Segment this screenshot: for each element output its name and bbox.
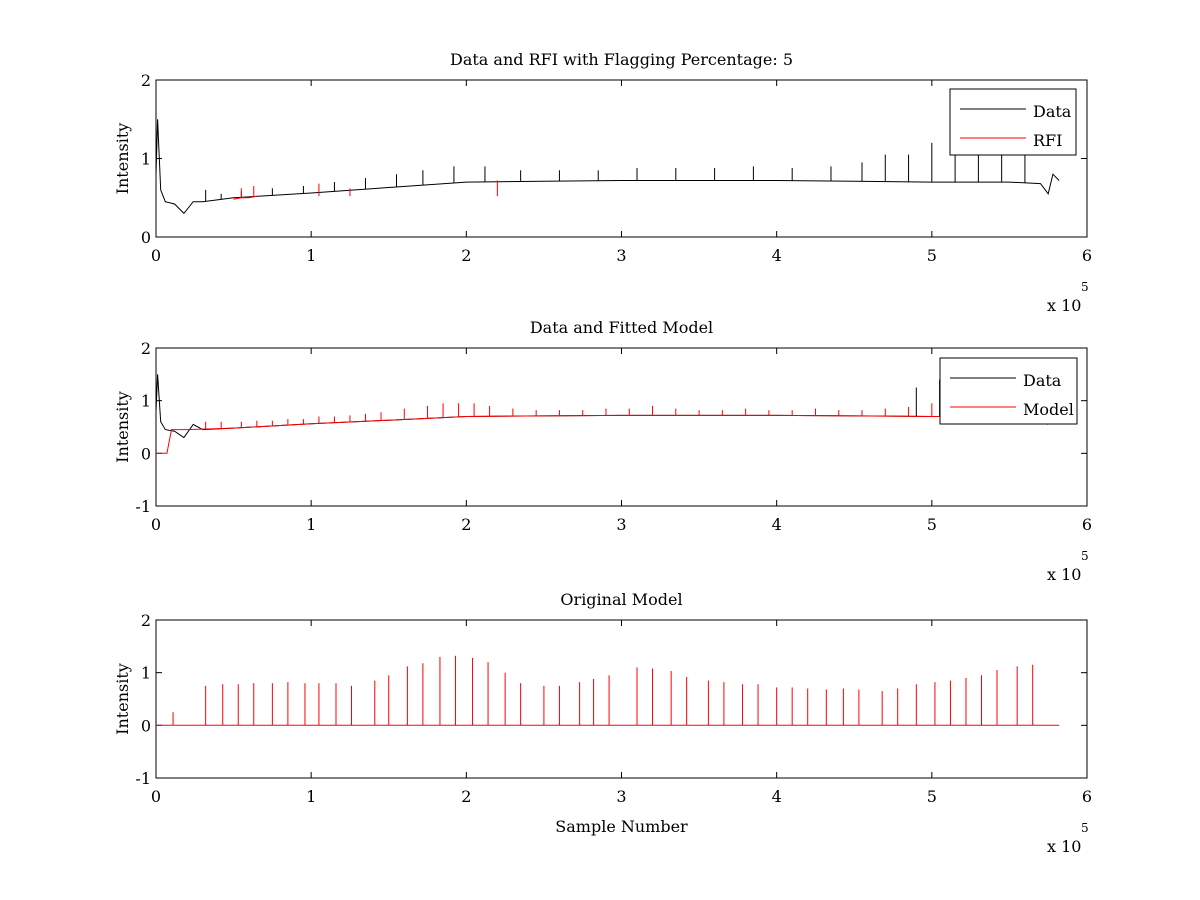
x-tick-label: 6 <box>1082 787 1092 806</box>
series-line <box>156 414 1025 454</box>
y-axis-label: Intensity <box>113 123 132 195</box>
legend-box <box>939 357 1078 425</box>
legend-entry: Model <box>1023 400 1074 419</box>
y-tick-label: 1 <box>141 392 151 411</box>
series-line <box>233 195 258 200</box>
x-axis-label: Sample Number <box>555 817 688 836</box>
x-exponent-label: x 10 <box>1047 296 1081 315</box>
x-tick-label: 3 <box>616 515 626 534</box>
y-tick-label: 1 <box>141 150 151 169</box>
x-tick-label: 6 <box>1082 246 1092 265</box>
chart-title: Data and RFI with Flagging Percentage: 5 <box>450 50 793 69</box>
x-exponent: 5 <box>1081 549 1089 563</box>
y-axis-label: Intensity <box>113 391 132 463</box>
plot-area <box>155 347 1088 507</box>
x-tick-label: 5 <box>927 515 937 534</box>
x-tick-label: 2 <box>461 246 471 265</box>
y-axis-label: Intensity <box>113 663 132 735</box>
x-tick-label: 4 <box>772 515 782 534</box>
x-tick-label: 1 <box>306 515 316 534</box>
legend-box <box>949 88 1077 156</box>
y-tick-label: -1 <box>135 769 151 788</box>
plot-area <box>155 79 1088 238</box>
chart-title: Data and Fitted Model <box>530 318 713 337</box>
legend-entry: RFI <box>1033 131 1062 150</box>
x-tick-label: 0 <box>151 246 161 265</box>
plot-area <box>155 619 1088 779</box>
y-tick-label: 2 <box>141 339 151 358</box>
y-tick-label: 0 <box>141 228 151 247</box>
x-exponent: 5 <box>1081 280 1089 294</box>
legend: Data Model <box>939 357 1078 425</box>
x-tick-label: 1 <box>306 246 316 265</box>
x-tick-label: 6 <box>1082 515 1092 534</box>
x-tick-label: 2 <box>461 787 471 806</box>
x-tick-label: 0 <box>151 515 161 534</box>
y-tick-label: 2 <box>141 611 151 630</box>
y-tick-label: -1 <box>135 497 151 516</box>
chart-title: Original Model <box>560 590 682 609</box>
x-tick-label: 3 <box>616 246 626 265</box>
x-tick-label: 0 <box>151 787 161 806</box>
x-exponent-label: x 10 <box>1047 837 1081 856</box>
y-tick-label: 0 <box>141 444 151 463</box>
x-tick-label: 5 <box>927 787 937 806</box>
legend: Data RFI <box>949 88 1077 156</box>
x-tick-label: 3 <box>616 787 626 806</box>
x-tick-label: 4 <box>772 787 782 806</box>
x-tick-label: 5 <box>927 246 937 265</box>
x-exponent: 5 <box>1081 821 1089 835</box>
series-1 <box>156 655 1060 726</box>
subplot-1: Data and RFI with Flagging Percentage: 5… <box>113 50 1092 315</box>
y-tick-label: 0 <box>141 716 151 735</box>
x-tick-label: 4 <box>772 246 782 265</box>
y-tick-label: 2 <box>141 71 151 90</box>
x-exponent-label: x 10 <box>1047 565 1081 584</box>
legend-entry: Data <box>1033 102 1072 121</box>
x-tick-label: 1 <box>306 787 316 806</box>
y-tick-label: 1 <box>141 664 151 683</box>
legend-entry: Data <box>1023 371 1062 390</box>
series-rfi <box>233 180 498 200</box>
x-tick-label: 2 <box>461 515 471 534</box>
series-line <box>155 119 1060 215</box>
